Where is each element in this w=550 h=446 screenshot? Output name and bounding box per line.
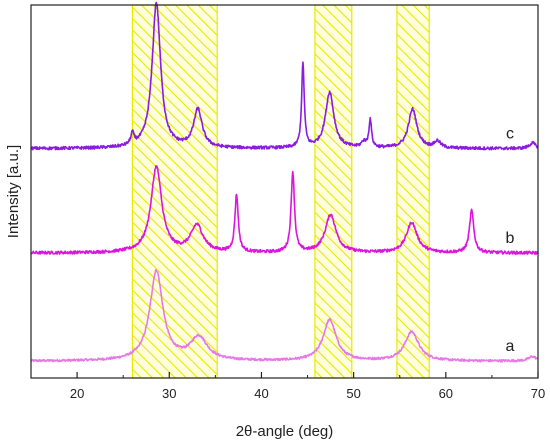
x-axis-ticks: 20 30 40 50 60 70: [30, 372, 545, 401]
x-tick-label: 50: [346, 386, 360, 401]
highlight-bands: [131, 4, 430, 379]
curve-labels: a b c: [506, 126, 515, 356]
highlight-band-2: [314, 4, 353, 379]
highlight-band-3: [396, 4, 430, 379]
curve-label-a: a: [506, 338, 515, 355]
x-axis-label: 2θ-angle (deg): [236, 423, 334, 440]
diffraction-curves: [30, 1, 539, 363]
plot-frame: [30, 4, 539, 379]
curve-c: [30, 1, 539, 151]
y-axis-label: Intensity [a.u.]: [5, 145, 22, 238]
curve-label-b: b: [506, 230, 515, 247]
x-tick-label: 20: [70, 386, 84, 401]
curve-label-c: c: [506, 126, 514, 143]
x-tick-label: 70: [531, 386, 545, 401]
curve-b: [30, 165, 539, 255]
x-tick-label: 30: [162, 386, 176, 401]
highlight-band-1: [131, 4, 218, 379]
curve-a: [30, 268, 539, 363]
x-tick-label: 60: [439, 386, 453, 401]
x-tick-label: 40: [254, 386, 268, 401]
